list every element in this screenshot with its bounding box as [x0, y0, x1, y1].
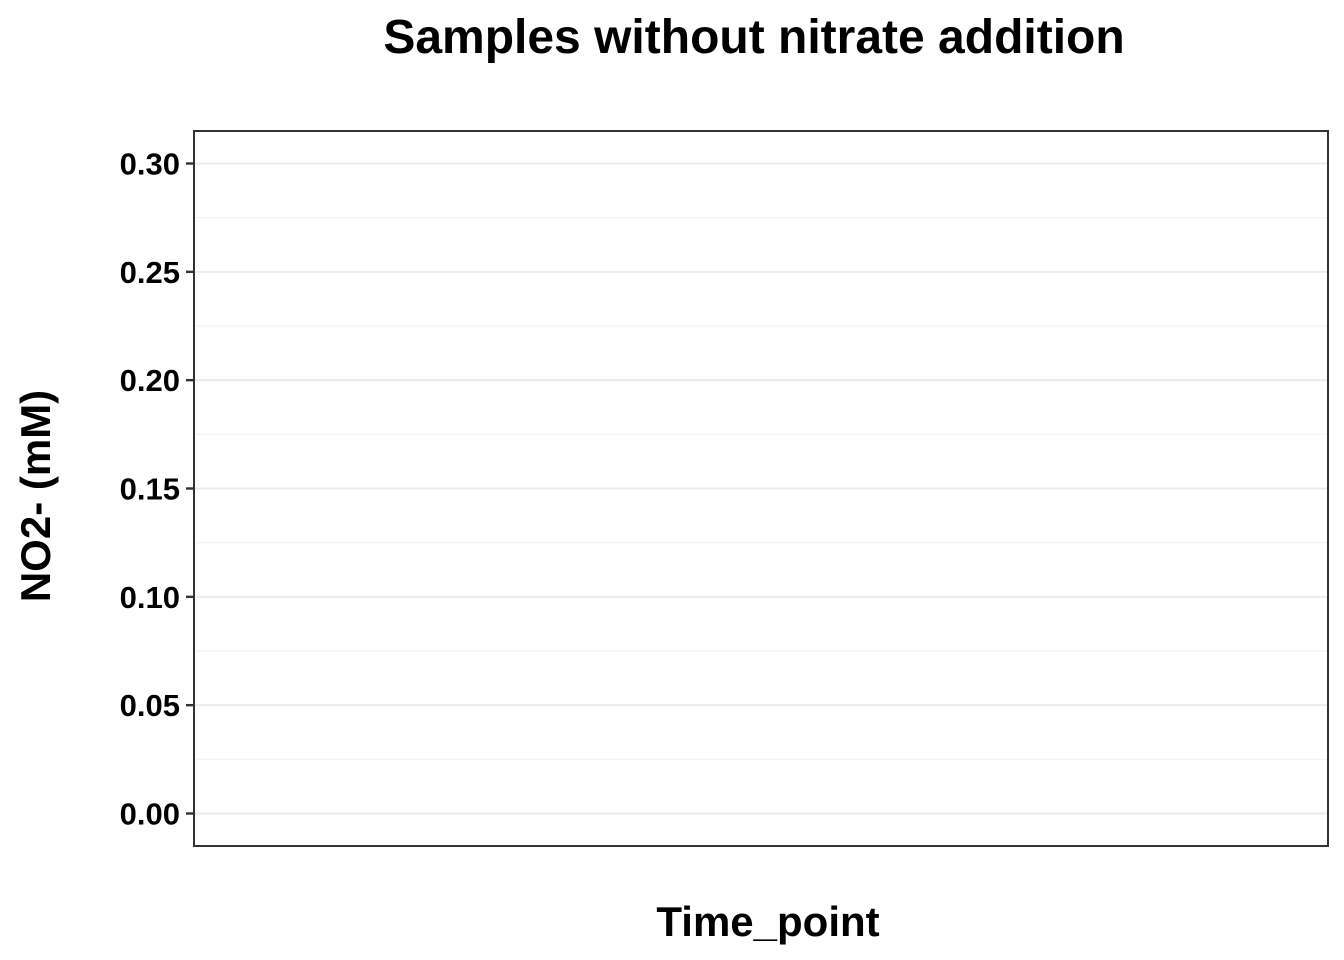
x-axis-label: Time_point — [656, 898, 879, 945]
y-tick-label: 0.20 — [120, 363, 180, 398]
y-tick-marks — [186, 162, 194, 815]
y-axis-label: NO2- (mM) — [12, 390, 59, 602]
major-gridlines — [194, 162, 1328, 815]
y-tick-label: 0.00 — [120, 797, 180, 832]
y-tick-label: 0.05 — [120, 688, 180, 723]
chart-title: Samples without nitrate addition — [383, 11, 1124, 64]
y-tick-label: 0.30 — [120, 147, 180, 182]
plot-panel — [193, 130, 1329, 847]
y-tick-labels: 0.00 0.05 0.10 0.15 0.20 0.25 0.30 — [120, 147, 180, 832]
y-tick-label: 0.25 — [120, 255, 180, 290]
minor-gridlines — [194, 217, 1328, 760]
y-tick-label: 0.10 — [120, 580, 180, 615]
y-tick-label: 0.15 — [120, 472, 180, 507]
y-axis: 0.00 0.05 0.10 0.15 0.20 0.25 0.30 — [120, 147, 194, 832]
